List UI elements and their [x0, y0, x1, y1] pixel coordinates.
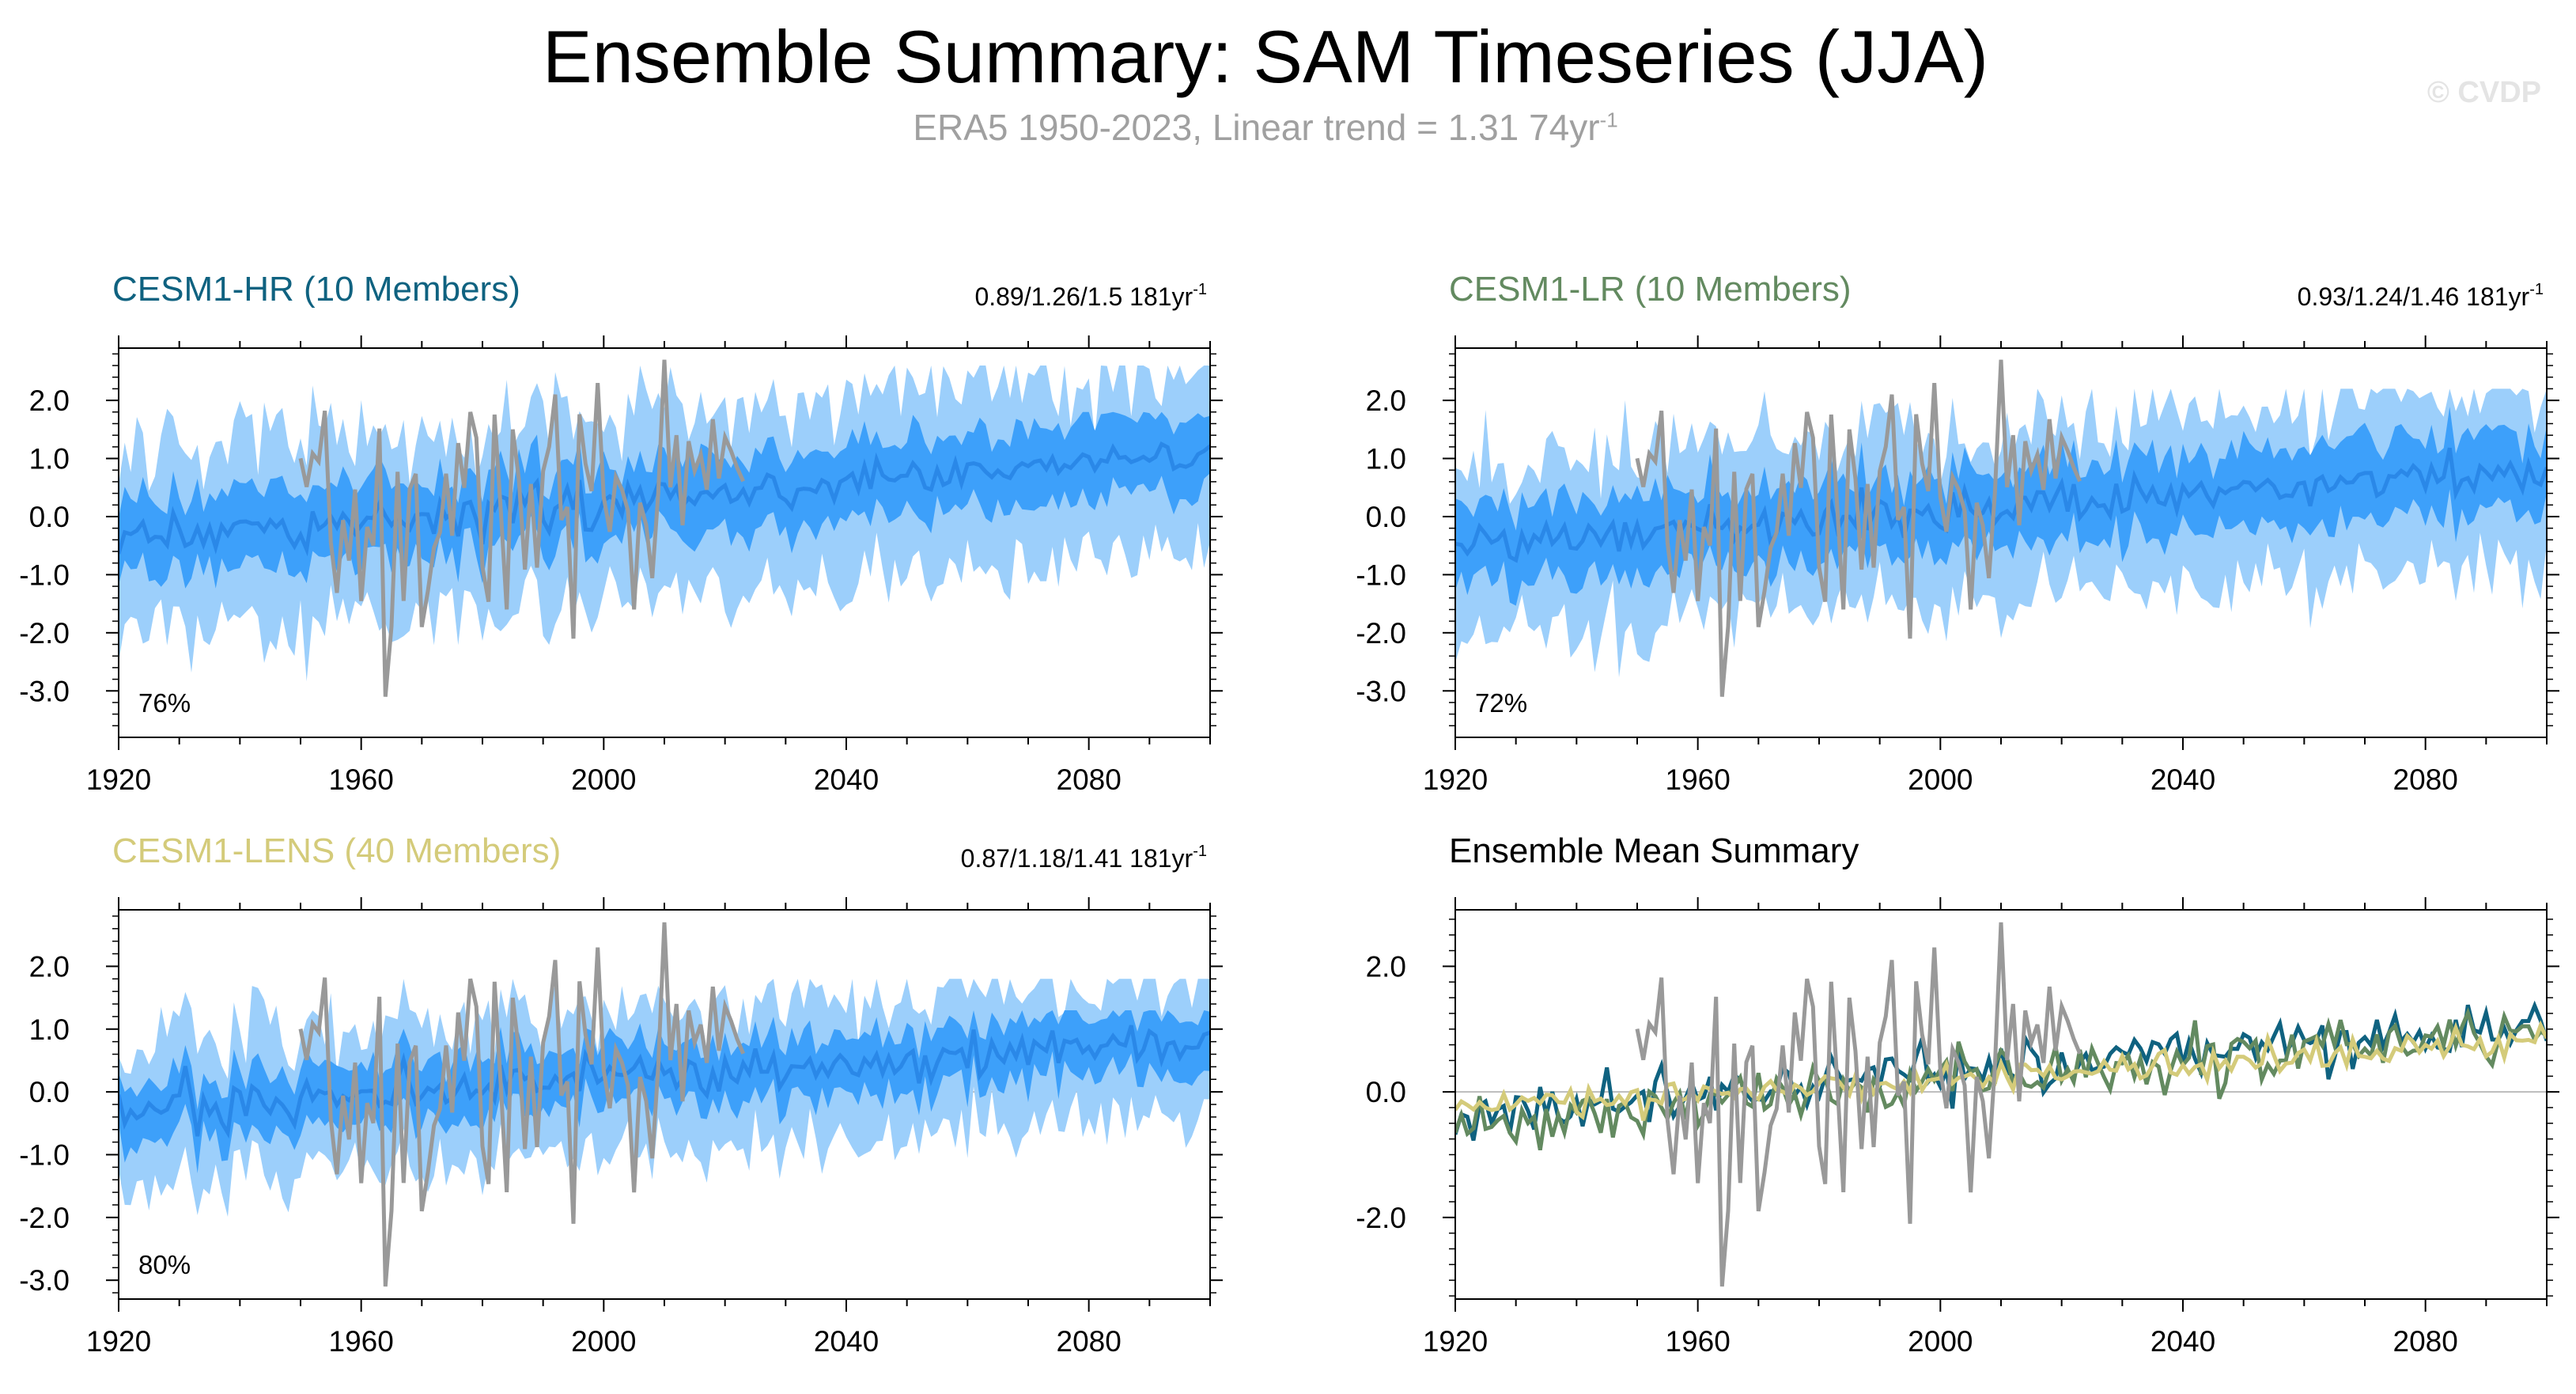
panel-ensemble-mean-summary: Ensemble Mean Summary 1920 1960 2000 2040 208… — [1337, 815, 2576, 1369]
inner-range-band — [1455, 407, 2547, 606]
y-tick-label: -1.0 — [1356, 559, 1406, 591]
x-tick-label: 2040 — [814, 763, 879, 796]
ensemble-mean-line — [119, 441, 1210, 557]
x-tick-label: 2040 — [2150, 763, 2215, 796]
x-tick-label: 1920 — [86, 763, 151, 796]
x-tick-label: 2080 — [1057, 763, 1122, 796]
ensemble-mean-line — [1455, 447, 2547, 563]
x-tick-label: 2000 — [571, 763, 636, 796]
plot-area — [1455, 359, 2547, 697]
y-tick-label: -3.0 — [19, 1264, 70, 1297]
subtitle-text: ERA5 1950-2023, Linear trend = 1.31 74yr — [913, 107, 1600, 148]
y-tick-label: -2.0 — [19, 1202, 70, 1234]
x-tick-label: 2000 — [1908, 763, 1973, 796]
x-tick-label: 1920 — [1423, 763, 1488, 796]
y-tick-label: -2.0 — [1356, 617, 1406, 650]
y-tick-label: 1.0 — [29, 443, 70, 475]
panel-title: CESM1-HR (10 Members) — [112, 270, 520, 309]
y-tick-label: 0.0 — [29, 1076, 70, 1108]
panel-title: CESM1-LENS (40 Members) — [112, 831, 561, 870]
summary-line-lr — [1455, 1006, 2547, 1151]
observed-line — [298, 359, 745, 697]
panel-cesm1-hr: CESM1-HR (10 Members) 0.89/1.26/1.5 181yr… — [0, 253, 1281, 807]
cvdp-watermark: © CVDP — [2427, 76, 2541, 109]
trend-exponent: -1 — [1193, 843, 1207, 860]
y-tick-label: 2.0 — [1366, 950, 1406, 983]
chart-cesm1-hr: CESM1-HR (10 Members) 0.89/1.26/1.5 181yr… — [19, 270, 1223, 796]
observed-line — [298, 922, 746, 1287]
y-tick-label: 2.0 — [29, 384, 70, 417]
figure-title: Ensemble Summary: SAM Timeseries (JJA) — [542, 15, 1989, 98]
chart-cesm1-lr: CESM1-LR (10 Members) 0.93/1.24/1.46 181y… — [1356, 270, 2559, 796]
x-tick-label: 1960 — [1666, 763, 1731, 796]
x-tick-label: 2080 — [1057, 1325, 1122, 1358]
panel-cesm1-lr: CESM1-LR (10 Members) 0.93/1.24/1.46 181y… — [1337, 253, 2576, 807]
observed-line — [1635, 922, 2082, 1287]
trend-exponent: -1 — [2529, 281, 2544, 298]
summary-line-lens — [1455, 1020, 2547, 1121]
subtitle-exponent: -1 — [1599, 108, 1618, 132]
y-tick-label: 1.0 — [1366, 443, 1406, 475]
x-tick-label: 2040 — [2150, 1325, 2215, 1358]
y-tick-label: 0.0 — [1366, 501, 1406, 533]
x-tick-label: 1960 — [329, 1325, 394, 1358]
x-tick-label: 2040 — [814, 1325, 879, 1358]
plot-area — [119, 359, 1210, 697]
inner-range-band — [119, 411, 1210, 589]
panel-cesm1-lens: CESM1-LENS (40 Members) 0.87/1.18/1.41 18… — [0, 815, 1281, 1369]
x-tick-label: 2080 — [2393, 763, 2458, 796]
y-tick-label: -3.0 — [1356, 675, 1406, 707]
x-tick-label: 2000 — [1908, 1325, 1973, 1358]
trend-label: 0.89/1.26/1.5 181yr-1 — [974, 281, 1207, 311]
percent-label: 76% — [138, 688, 191, 718]
trend-label: 0.87/1.18/1.41 181yr-1 — [961, 843, 1207, 873]
trend-label: 0.93/1.24/1.46 181yr-1 — [2298, 281, 2544, 311]
figure-subtitle: ERA5 1950-2023, Linear trend = 1.31 74yr… — [0, 106, 2531, 149]
percent-label: 72% — [1475, 688, 1527, 718]
trend-exponent: -1 — [1193, 281, 1207, 298]
x-tick-label: 1920 — [1423, 1325, 1488, 1358]
x-tick-label: 1960 — [329, 763, 394, 796]
y-tick-label: -1.0 — [19, 559, 70, 591]
x-tick-label: 2000 — [571, 1325, 636, 1358]
x-tick-label: 1960 — [1666, 1325, 1731, 1358]
percent-label: 80% — [138, 1250, 191, 1279]
y-tick-label: 0.0 — [1366, 1076, 1406, 1108]
y-tick-label: 2.0 — [29, 950, 70, 983]
y-tick-label: -1.0 — [19, 1138, 70, 1171]
y-tick-label: -3.0 — [19, 675, 70, 707]
observed-line — [1635, 359, 2082, 697]
y-tick-label: -2.0 — [19, 617, 70, 650]
y-tick-label: 2.0 — [1366, 384, 1406, 417]
y-tick-label: -2.0 — [1356, 1202, 1406, 1234]
x-tick-label: 2080 — [2393, 1325, 2458, 1358]
y-tick-label: 1.0 — [29, 1013, 70, 1046]
chart-cesm1-lens: CESM1-LENS (40 Members) 0.87/1.18/1.41 18… — [19, 831, 1223, 1358]
x-tick-label: 1920 — [86, 1325, 151, 1358]
panel-title: Ensemble Mean Summary — [1449, 831, 1859, 870]
panel-title: CESM1-LR (10 Members) — [1449, 270, 1852, 309]
y-tick-label: 0.0 — [29, 501, 70, 533]
plot-area — [119, 922, 1210, 1287]
ensemble-mean-line — [119, 1025, 1210, 1139]
chart-ensemble-mean-summary: Ensemble Mean Summary 1920 1960 2000 2040 208… — [1356, 831, 2559, 1358]
plot-area — [1455, 922, 2547, 1287]
inner-range-band — [119, 1010, 1210, 1174]
summary-line-hr — [1455, 1000, 2547, 1142]
